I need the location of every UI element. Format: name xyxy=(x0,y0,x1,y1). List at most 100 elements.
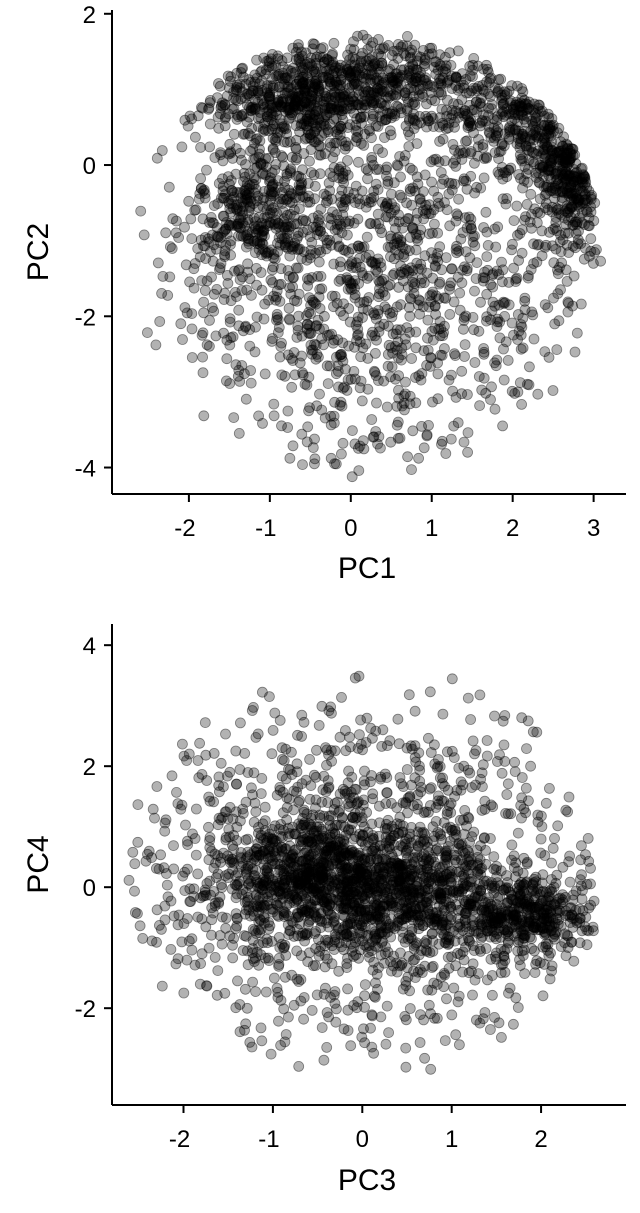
scatter-point xyxy=(300,379,310,389)
x-tick-label: 0 xyxy=(344,515,357,542)
scatter-point xyxy=(243,267,253,277)
scatter-point xyxy=(427,248,437,258)
scatter-point xyxy=(353,126,363,136)
scatter-point xyxy=(355,441,365,451)
scatter-point xyxy=(272,309,282,319)
scatter-point xyxy=(517,225,527,235)
scatter-point xyxy=(402,765,412,775)
scatter-point xyxy=(590,247,600,257)
scatter-point xyxy=(368,109,378,119)
scatter-point xyxy=(349,37,359,47)
scatter-point xyxy=(337,352,347,362)
scatter-point xyxy=(404,690,414,700)
scatter-point xyxy=(266,275,276,285)
scatter-point xyxy=(180,222,190,232)
scatter-point xyxy=(479,347,489,357)
scatter-point xyxy=(339,202,349,212)
scatter-point xyxy=(524,362,534,372)
scatter-point xyxy=(351,77,361,87)
scatter-point xyxy=(285,453,295,463)
scatter-point xyxy=(216,150,226,160)
scatter-point xyxy=(396,300,406,310)
scatter-point xyxy=(285,315,295,325)
scatter-point xyxy=(449,99,459,109)
scatter-point xyxy=(337,136,347,146)
scatter-point xyxy=(229,129,239,139)
scatter-point xyxy=(336,397,346,407)
scatter-point xyxy=(548,386,558,396)
y-ticks: -4-202 xyxy=(75,2,112,483)
scatter-point xyxy=(334,164,344,174)
scatter-point xyxy=(453,211,463,221)
scatter-point xyxy=(537,226,547,236)
scatter-point xyxy=(265,209,275,219)
scatter-point xyxy=(460,352,470,362)
scatter-point xyxy=(401,1062,411,1072)
scatter-point xyxy=(371,371,381,381)
scatter-point xyxy=(155,317,165,327)
scatter-point xyxy=(401,377,411,387)
scatter-point xyxy=(307,349,317,359)
scatter-point xyxy=(336,449,346,459)
scatter-point xyxy=(475,401,485,411)
scatter-point xyxy=(402,31,412,41)
scatter-point xyxy=(347,472,357,482)
scatter-point xyxy=(366,133,376,143)
scatter-point xyxy=(382,402,392,412)
scatter-point xyxy=(538,923,548,933)
scatter-point xyxy=(522,199,532,209)
scatter-point xyxy=(291,155,301,165)
scatter-point xyxy=(223,172,233,182)
scatter-point xyxy=(370,331,380,341)
scatter-point xyxy=(226,236,236,246)
scatter-point xyxy=(336,306,346,316)
scatter-point xyxy=(508,105,518,115)
scatter-point xyxy=(164,182,174,192)
scatter-point xyxy=(401,1015,411,1025)
scatter-point xyxy=(362,232,372,242)
scatter-point xyxy=(196,184,206,194)
scatter-point xyxy=(343,123,353,133)
scatter-point xyxy=(276,279,286,289)
scatter-point xyxy=(499,141,509,151)
scatter-point xyxy=(490,133,500,143)
scatter-point xyxy=(338,438,348,448)
scatter-point xyxy=(304,62,314,72)
scatter-point xyxy=(401,1043,411,1053)
scatter-point xyxy=(462,390,472,400)
scatter-point xyxy=(475,690,485,700)
scatter-point xyxy=(480,267,490,277)
scatter-point xyxy=(447,674,457,684)
scatter-point xyxy=(222,354,232,364)
scatter-point xyxy=(242,89,252,99)
scatter-point xyxy=(288,441,298,451)
scatter-point xyxy=(326,411,336,421)
scatter-point xyxy=(347,426,357,436)
scatter-point xyxy=(516,173,526,183)
scatter-point xyxy=(305,253,315,263)
scatter-point xyxy=(358,68,368,78)
scatter-point xyxy=(217,98,227,108)
scatter-point xyxy=(443,952,453,962)
scatter-point xyxy=(397,193,407,203)
scatter-point xyxy=(176,319,186,329)
scatter-point xyxy=(294,1061,304,1071)
scatter-point xyxy=(190,132,200,142)
scatter-point xyxy=(249,213,259,223)
scatter-point xyxy=(447,179,457,189)
scatter-point xyxy=(569,271,579,281)
scatter-point xyxy=(271,295,281,305)
scatter-point xyxy=(417,369,427,379)
scatter-point xyxy=(235,765,245,775)
scatter-point xyxy=(509,216,519,226)
scatter-point xyxy=(304,406,314,416)
scatter-point xyxy=(333,366,343,376)
scatter-point xyxy=(408,426,418,436)
scatter-point xyxy=(461,176,471,186)
scatter-point xyxy=(232,80,242,90)
points-layer xyxy=(124,671,599,1074)
scatter-point xyxy=(310,110,320,120)
scatter-point xyxy=(381,165,391,175)
scatter-point xyxy=(459,316,469,326)
scatter-point xyxy=(406,294,416,304)
